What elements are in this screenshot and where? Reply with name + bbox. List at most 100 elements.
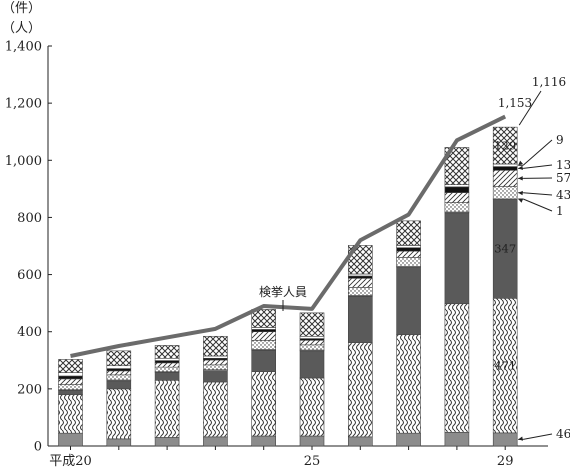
bar-segment: [154, 371, 180, 381]
bar-segment: [106, 438, 132, 447]
bar-segment: [396, 334, 421, 434]
bar-segment: [299, 339, 325, 346]
bar-segment: [492, 432, 518, 447]
bar-segment: [347, 277, 373, 288]
bar-segment: [492, 297, 518, 434]
bar-total-leader: [518, 90, 542, 126]
bar-segment: [203, 436, 228, 447]
bar-segment: [58, 378, 83, 385]
bar-segment: [154, 366, 180, 373]
bar-segment: [444, 184, 470, 188]
bar-segment: [106, 370, 132, 376]
y-tick-label: 400: [17, 325, 42, 340]
bar-segment: [203, 370, 228, 383]
bar-segment: [203, 381, 228, 438]
bar-segment: [492, 169, 518, 187]
bar-segment: [299, 335, 325, 339]
leader-line-43: [523, 192, 553, 196]
bar-segment: [106, 388, 132, 440]
x-tick-label: 平成20: [49, 454, 92, 469]
bar-segment: [347, 436, 373, 447]
y-tick-label: 200: [17, 382, 42, 397]
segment-label-57: 57: [556, 171, 570, 185]
arrowhead-13: [518, 165, 523, 171]
bar-segment: [106, 380, 132, 390]
bar-segment: [347, 295, 373, 343]
bar-segment: [203, 335, 228, 357]
bar-segment: [58, 432, 83, 447]
bar-segment: [299, 344, 325, 351]
bar-segment: [492, 186, 518, 200]
arrowhead-1: [518, 198, 524, 203]
unit-label-ken: （件）: [2, 1, 42, 16]
bar-segment: [251, 339, 276, 350]
bar-segment: [347, 342, 373, 438]
leader-line-13: [523, 164, 553, 169]
bar-segment: [396, 432, 421, 447]
arrowhead-46: [518, 436, 524, 441]
bar-segment: [106, 350, 132, 367]
y-tick-label: 0: [34, 440, 42, 455]
bar-segment: [347, 287, 373, 296]
bar-segment: [396, 250, 421, 258]
segment-label-13: 13: [556, 158, 570, 172]
arrowhead-9: [518, 160, 524, 166]
segment-label-347: 347: [494, 242, 516, 256]
bar-segment: [58, 372, 83, 377]
x-tick-label: 29: [497, 454, 514, 469]
bar-segment: [396, 245, 421, 249]
bar-segment: [58, 389, 83, 395]
line-arrest-count: [70, 114, 507, 358]
bar-segment: [251, 309, 276, 328]
bar-segment: [299, 350, 325, 379]
bar-total-label: 1,116: [532, 75, 566, 89]
bar-segment: [58, 384, 83, 391]
segment-label-43: 43: [556, 188, 570, 202]
bar-segment: [299, 435, 325, 447]
bar-segment: [444, 212, 470, 305]
bar-segment: [154, 379, 180, 438]
leader-line-9: [522, 139, 553, 166]
leader-line-1: [523, 198, 553, 212]
bar-segment: [154, 360, 180, 364]
bar-segment: [444, 192, 470, 203]
bar-segment: [154, 362, 180, 368]
bar-segment: [203, 364, 228, 371]
line-series-label: 検挙人員: [259, 285, 307, 299]
bars: [58, 126, 518, 447]
bar-segment: [347, 275, 373, 279]
y-tick-label: 800: [17, 211, 42, 226]
bar-segment: [154, 437, 180, 447]
bar-segment: [106, 368, 132, 372]
bar-segment: [154, 357, 180, 361]
bar-segment: [444, 186, 470, 193]
bar-segment: [251, 371, 276, 437]
unit-label-nin: （人）: [2, 21, 42, 36]
bar-segment: [396, 220, 421, 246]
bar-segment: [203, 359, 228, 366]
y-tick-label: 600: [17, 268, 42, 283]
bar-segment: [251, 435, 276, 447]
bar-segment: [492, 166, 518, 171]
bar-segment: [492, 198, 518, 299]
segment-label-9: 9: [556, 133, 564, 147]
segment-label-1: 1: [556, 204, 564, 218]
bar-segment: [58, 394, 83, 434]
bar-segment: [492, 126, 518, 165]
bar-segment: [299, 312, 325, 337]
bar-segment: [444, 202, 470, 213]
y-tick-label: 1,400: [5, 40, 42, 55]
bar-segment: [251, 331, 276, 341]
segment-label-129: 129: [494, 139, 516, 153]
bar-segment: [444, 431, 470, 447]
bar-segment: [444, 303, 470, 433]
bar-segment: [251, 329, 276, 333]
bar-segment: [396, 247, 421, 252]
y-tick-label: 1,000: [5, 154, 42, 169]
leader-line-46: [523, 433, 553, 440]
bar-segment: [203, 355, 228, 359]
x-tick-label: 25: [304, 454, 321, 469]
segment-label-471: 471: [494, 359, 516, 373]
